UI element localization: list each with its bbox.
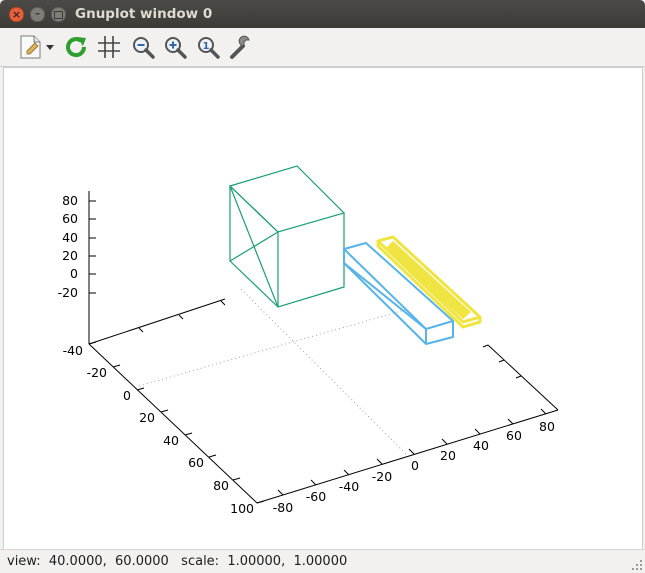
grid-icon [98, 36, 120, 58]
y-axis-line [88, 343, 258, 504]
status-text: view: 40.0000, 60.0000 scale: 1.00000, 1… [7, 554, 348, 569]
grid-lines [138, 288, 412, 460]
status-bar: view: 40.0000, 60.0000 scale: 1.00000, 1… [0, 549, 645, 573]
yellow-box-fill [385, 241, 471, 319]
y-tick-label: 20 [139, 410, 155, 425]
plot-canvas[interactable]: 80 60 40 20 0 -20 -40 -20 0 20 40 [3, 67, 643, 550]
x-ticks [277, 408, 547, 496]
cube-outline [229, 186, 345, 308]
yellow-box-side [376, 241, 482, 329]
close-button[interactable]: × [9, 7, 24, 22]
cube-edge [229, 185, 279, 233]
x-tick-label: -40 [339, 479, 359, 494]
z-tick-label: 60 [62, 211, 78, 226]
y-tick-label: 40 [163, 433, 179, 448]
grid-button[interactable] [94, 32, 124, 62]
cube-diagonal [229, 185, 279, 308]
export-button[interactable] [16, 32, 58, 62]
right-axis-line [487, 344, 559, 411]
y-tick-label: 80 [213, 478, 229, 493]
maximize-icon [54, 11, 63, 19]
z-ticks [89, 200, 96, 294]
blue-box-edge [343, 262, 427, 330]
back-axis-line [88, 298, 226, 345]
resize-grip-icon[interactable] [631, 559, 643, 571]
replot-icon [66, 37, 87, 57]
zoom-out-icon [133, 37, 155, 59]
svg-text:1: 1 [203, 41, 210, 52]
z-tick-label: 80 [62, 193, 78, 208]
export-icon [20, 35, 54, 59]
y-tick-labels: -40 -20 0 20 40 60 80 100 [63, 343, 254, 516]
cube-wireframe [228, 165, 346, 308]
y-tick-label: 60 [188, 455, 204, 470]
x-tick-label: 0 [411, 458, 419, 473]
x-tick-label: -80 [273, 500, 293, 515]
z-tick-label: -20 [58, 285, 78, 300]
settings-button[interactable] [226, 32, 256, 62]
settings-wrench-icon [230, 35, 250, 59]
x-axis-line [256, 409, 559, 504]
x-tick-label: 20 [440, 448, 456, 463]
zoom-out-button[interactable] [128, 32, 158, 62]
replot-button[interactable] [61, 32, 91, 62]
title-bar[interactable]: × – Gnuplot window 0 [0, 0, 645, 28]
yellow-box [376, 235, 482, 329]
window-title: Gnuplot window 0 [75, 6, 213, 22]
x-tick-label: -60 [306, 489, 326, 504]
cube-top-face [228, 165, 346, 233]
right-ticks [482, 344, 522, 379]
y-tick-label: 100 [230, 501, 254, 516]
grid-line [240, 288, 412, 460]
zoom-in-icon [165, 37, 187, 59]
plot-svg: 80 60 40 20 0 -20 -40 -20 0 20 40 [58, 165, 559, 516]
z-tick-labels: 80 60 40 20 0 -20 [58, 193, 78, 300]
grid-line [138, 308, 409, 387]
x-tick-label: 80 [539, 419, 555, 434]
y-ticks [88, 341, 265, 504]
x-tick-label: -20 [372, 469, 392, 484]
z-tick-label: 40 [62, 230, 78, 245]
axes [88, 191, 559, 504]
maximize-button[interactable] [51, 7, 66, 22]
x-tick-label: 60 [506, 428, 522, 443]
zoom-fit-icon: 1 [198, 37, 220, 59]
close-icon: × [11, 8, 22, 21]
y-tick-label: -40 [63, 343, 83, 358]
x-tick-label: 40 [473, 438, 489, 453]
z-tick-label: 20 [62, 248, 78, 263]
zoom-in-button[interactable] [160, 32, 190, 62]
back-ticks [138, 300, 226, 333]
z-tick-label: 0 [70, 266, 78, 281]
blue-box [343, 242, 454, 345]
y-tick-label: -20 [87, 365, 107, 380]
minimize-button[interactable]: – [30, 7, 45, 22]
toolbar: 1 [0, 28, 645, 67]
minimize-icon: – [34, 7, 41, 20]
zoom-fit-button[interactable]: 1 [193, 32, 223, 62]
x-tick-labels: -80 -60 -40 -20 0 20 40 60 80 [273, 419, 555, 515]
y-tick-label: 0 [123, 388, 131, 403]
